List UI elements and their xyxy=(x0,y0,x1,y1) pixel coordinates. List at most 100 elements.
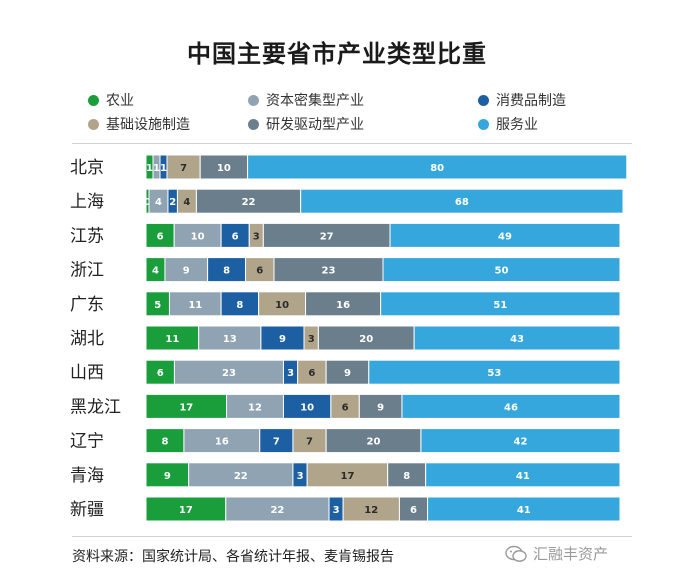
legend-item-rnd: 研发驱动型产业 xyxy=(248,114,364,134)
bar-segment xyxy=(317,325,415,351)
bar-segment xyxy=(305,291,382,317)
bar-value-label: 6 xyxy=(308,368,315,379)
bar-value-label: 22 xyxy=(270,505,284,516)
category-label: 黑龙江 xyxy=(70,397,121,417)
legend-label: 研发驱动型产业 xyxy=(266,117,364,133)
chart-title: 中国主要省市产业类型比重 xyxy=(187,40,487,68)
bar-value-label: 17 xyxy=(340,471,354,482)
bar-value-label: 3 xyxy=(308,334,315,345)
bar-value-label: 7 xyxy=(180,163,187,174)
bar-value-label: 27 xyxy=(320,231,334,242)
legend-swatch-capital-intensive xyxy=(248,94,259,106)
bar-value-label: 7 xyxy=(306,437,313,448)
legend-swatch-agriculture xyxy=(88,94,99,106)
bar-segment xyxy=(195,188,302,214)
legend-item-capital-intensive: 资本密集型产业 xyxy=(248,90,364,110)
bar-value-label: 4 xyxy=(155,197,162,208)
bar-value-label: 80 xyxy=(430,163,444,174)
bar-segment xyxy=(145,496,227,522)
bar-segment xyxy=(247,154,628,180)
category-label: 江苏 xyxy=(70,226,104,246)
bar-segment xyxy=(398,496,429,522)
legend-swatch-rnd xyxy=(248,118,259,130)
legend-item-agriculture: 农业 xyxy=(88,90,134,110)
legend-item-services: 服务业 xyxy=(478,114,538,134)
bar-segment xyxy=(427,496,621,522)
legend-label: 基础设施制造 xyxy=(106,117,190,133)
bar-segment xyxy=(325,428,422,454)
legend-label: 服务业 xyxy=(496,117,538,133)
bar-value-label: 10 xyxy=(191,231,205,242)
legend-divider xyxy=(72,143,632,144)
bar-value-label: 43 xyxy=(510,334,524,345)
bar-segment xyxy=(207,257,247,283)
category-label: 辽宁 xyxy=(70,432,104,452)
bar-value-label: 10 xyxy=(300,402,314,413)
footer-divider xyxy=(72,536,632,537)
bar-segment xyxy=(164,257,209,283)
bar-segment xyxy=(145,393,228,419)
bar-value-label: 20 xyxy=(359,334,373,345)
category-label: 新疆 xyxy=(70,500,104,520)
bar-value-label: 11 xyxy=(165,334,179,345)
category-label: 广东 xyxy=(70,295,104,315)
bar-segment xyxy=(258,291,307,317)
bar-value-label: 50 xyxy=(495,266,509,277)
bar-segment xyxy=(413,325,621,351)
bar-value-label: 9 xyxy=(377,402,384,413)
bar-segment xyxy=(145,222,175,248)
category-label: 上海 xyxy=(70,192,104,212)
bar-value-label: 3 xyxy=(287,368,294,379)
bar-segment xyxy=(401,393,621,419)
bar-segment xyxy=(168,291,222,317)
watermark: 汇融丰资产 xyxy=(505,543,608,564)
bar-value-label: 68 xyxy=(455,197,469,208)
bar-value-label: 1 xyxy=(146,163,153,174)
bar-value-label: 6 xyxy=(256,266,263,277)
bar-value-label: 6 xyxy=(157,231,164,242)
source-note: 资料来源：国家统计局、各省统计年报、麦肯锡报告 xyxy=(72,549,394,565)
bar-value-label: 3 xyxy=(333,505,340,516)
bar-segment xyxy=(282,393,332,419)
bar-segment xyxy=(425,462,621,488)
bar-value-label: 8 xyxy=(223,266,230,277)
bar-value-label: 9 xyxy=(279,334,286,345)
bar-value-label: 42 xyxy=(513,437,527,448)
legend-item-infrastructure: 基础设施制造 xyxy=(88,114,190,134)
bar-segment xyxy=(183,428,261,454)
bar-value-label: 16 xyxy=(336,300,350,311)
bar-value-label: 10 xyxy=(217,163,231,174)
bar-segment xyxy=(145,462,190,488)
bar-value-label: 12 xyxy=(248,402,262,413)
bar-segment xyxy=(300,188,624,214)
category-label: 青海 xyxy=(70,466,104,486)
bar-segment xyxy=(198,325,262,351)
bar-value-label: 4 xyxy=(152,266,159,277)
bar-value-label: 41 xyxy=(516,471,530,482)
bar-value-label: 3 xyxy=(253,231,260,242)
watermark-text: 汇融丰资产 xyxy=(533,545,609,563)
bar-value-label: 6 xyxy=(410,505,417,516)
wechat-icon xyxy=(505,545,527,562)
bar-value-label: 2 xyxy=(169,197,176,208)
bar-segment xyxy=(199,154,249,180)
bar-value-label: 51 xyxy=(493,300,507,311)
bar-value-label: 6 xyxy=(232,231,239,242)
bar-value-label: 46 xyxy=(504,402,518,413)
bar-value-label: 5 xyxy=(154,300,161,311)
bar-value-label: 13 xyxy=(223,334,237,345)
bar-value-label: 8 xyxy=(161,437,168,448)
bar-value-label: 16 xyxy=(215,437,229,448)
bar-value-label: 17 xyxy=(179,402,193,413)
bar-segment xyxy=(325,359,370,385)
bar-value-label: 49 xyxy=(498,231,512,242)
bar-value-label: 8 xyxy=(403,471,410,482)
bar-value-label: 1 xyxy=(153,163,160,174)
bar-segment xyxy=(145,359,175,385)
bar-value-label: 0 xyxy=(144,197,151,208)
bar-segment xyxy=(292,428,327,454)
bar-segment xyxy=(225,496,330,522)
bar-segment xyxy=(245,257,275,283)
category-label: 浙江 xyxy=(70,261,104,281)
